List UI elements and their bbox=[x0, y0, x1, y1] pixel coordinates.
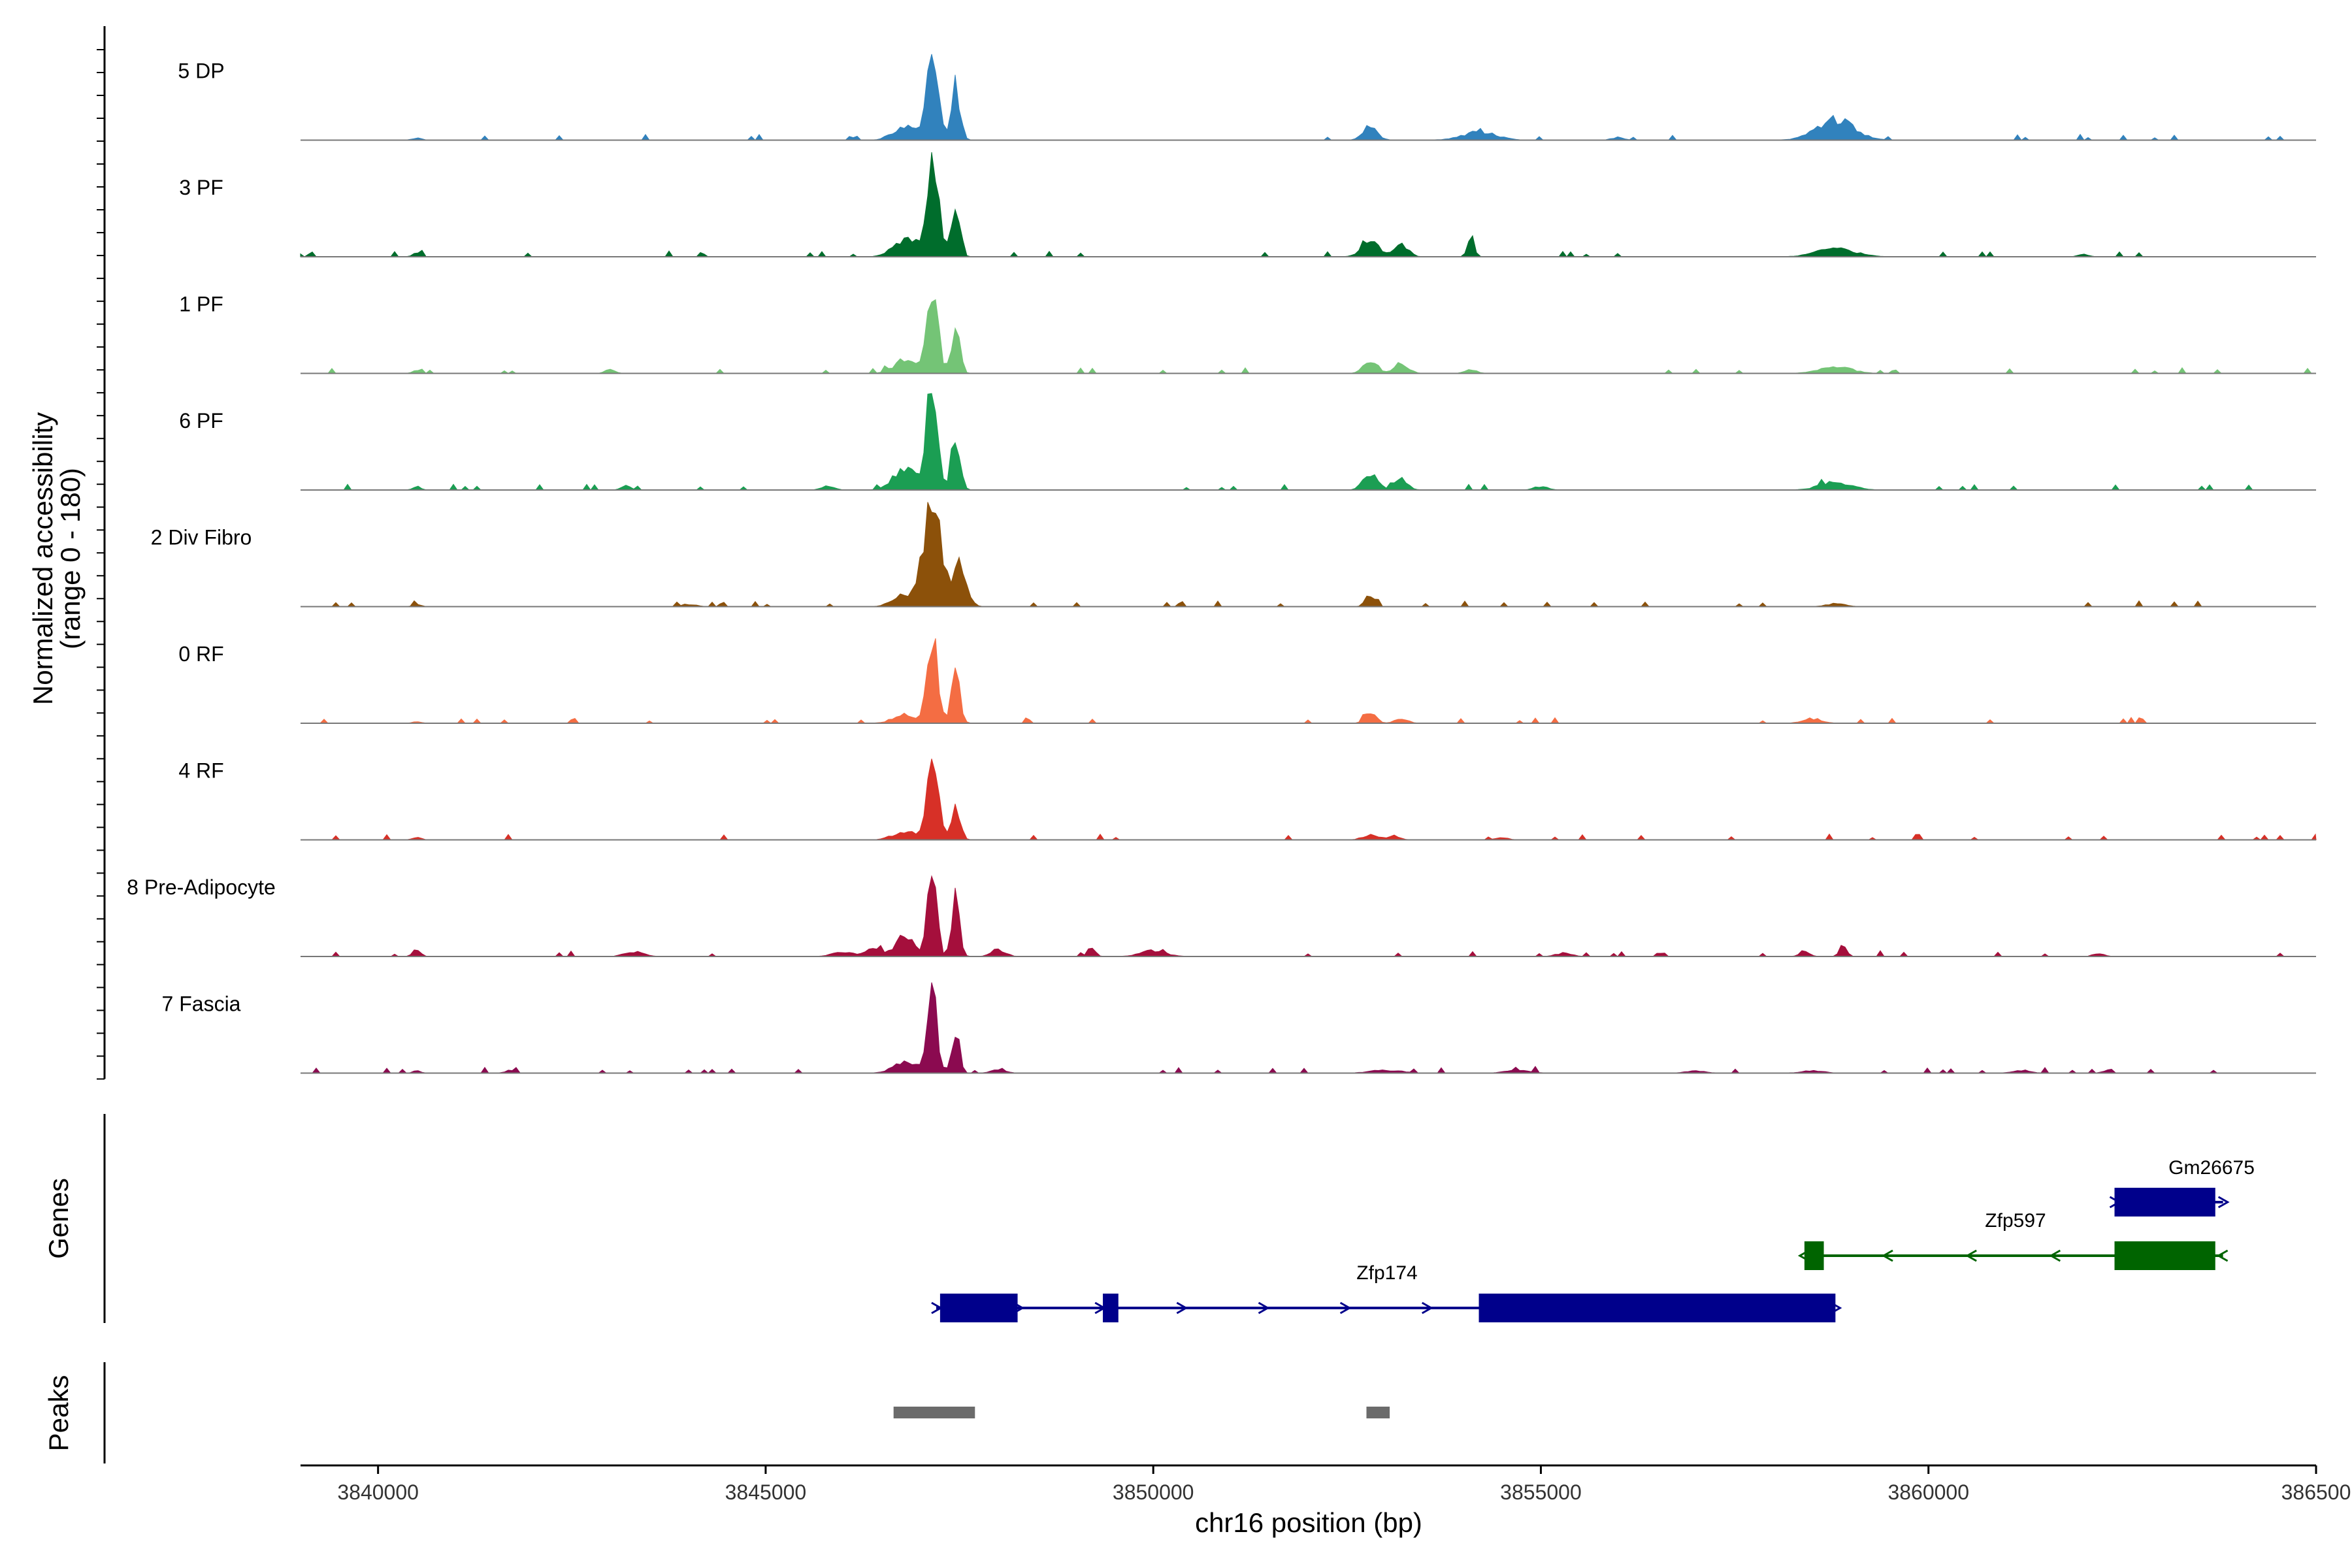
strand-arrow-icon bbox=[1421, 1301, 1433, 1315]
peak-regions-track bbox=[893, 1407, 1390, 1418]
track-label-8: 7 Fascia bbox=[162, 992, 241, 1015]
strand-arrow-icon bbox=[2049, 1249, 2061, 1262]
coverage-y-axis-ticks bbox=[97, 49, 105, 1080]
track-label-0: 5 DP bbox=[178, 59, 224, 82]
track-label-7: 8 Pre-Adipocyte bbox=[127, 875, 276, 899]
exon-zfp597-1 bbox=[2114, 1241, 2215, 1270]
strand-arrow-icon bbox=[2217, 1196, 2230, 1209]
track-labels: 5 DP 3 PF 1 PF 6 PF 2 Div Fibro 0 RF 4 RF 8 Pre… bbox=[127, 59, 276, 1015]
strand-arrow-icon bbox=[1258, 1301, 1270, 1315]
x-axis-title: chr16 position (bp) bbox=[1195, 1507, 1422, 1538]
strand-arrow-icon bbox=[1882, 1249, 1893, 1262]
gene-annotation-track: Gm26675 Zfp597 Zfp174 bbox=[931, 1157, 2255, 1322]
track-label-1: 3 PF bbox=[179, 176, 223, 199]
exon-zfp174-2 bbox=[1478, 1294, 1836, 1322]
track-label-3: 6 PF bbox=[179, 409, 223, 433]
exon-zfp174-0 bbox=[939, 1294, 1018, 1322]
y-axis-title-line1: Normalized accessibility bbox=[27, 412, 58, 705]
x-tick-label-1: 3845000 bbox=[725, 1480, 807, 1504]
y-axis-title-line2: (range 0 - 180) bbox=[55, 468, 86, 649]
genes-axis-title: Genes bbox=[43, 1178, 74, 1259]
strand-arrow-icon bbox=[1339, 1301, 1352, 1315]
x-tick-label-2: 3850000 bbox=[1113, 1480, 1194, 1504]
strand-arrow-icon bbox=[1965, 1249, 1977, 1262]
track-label-4: 2 Div Fibro bbox=[151, 525, 252, 549]
peak-region-0 bbox=[893, 1407, 975, 1418]
coverage-tracks bbox=[300, 54, 2317, 1074]
x-tick-label-5: 386500 bbox=[2281, 1480, 2351, 1504]
track-label-5: 0 RF bbox=[178, 642, 223, 666]
exon-zfp597-0 bbox=[1804, 1241, 1824, 1270]
strand-arrow-icon bbox=[1176, 1301, 1188, 1315]
peaks-axis-title: Peaks bbox=[43, 1375, 74, 1452]
gene-label-zfp597: Zfp597 bbox=[1985, 1210, 2046, 1232]
track-label-6: 4 RF bbox=[178, 759, 223, 782]
gene-label-zfp174: Zfp174 bbox=[1356, 1262, 1417, 1284]
exon-zfp174-1 bbox=[1103, 1294, 1119, 1322]
strand-arrow-icon bbox=[2216, 1249, 2229, 1262]
exon-gm26675-0 bbox=[2114, 1188, 2215, 1217]
x-tick-label-0: 3840000 bbox=[337, 1480, 419, 1504]
gene-label-gm26675: Gm26675 bbox=[2168, 1157, 2255, 1179]
track-label-2: 1 PF bbox=[179, 292, 223, 316]
x-tick-label-3: 3855000 bbox=[1500, 1480, 1582, 1504]
x-tick-label-4: 3860000 bbox=[1887, 1480, 1969, 1504]
x-axis-ticks: 3840000 3845000 3850000 3855000 3860000 38650… bbox=[337, 1465, 2351, 1504]
peak-region-1 bbox=[1366, 1407, 1390, 1418]
